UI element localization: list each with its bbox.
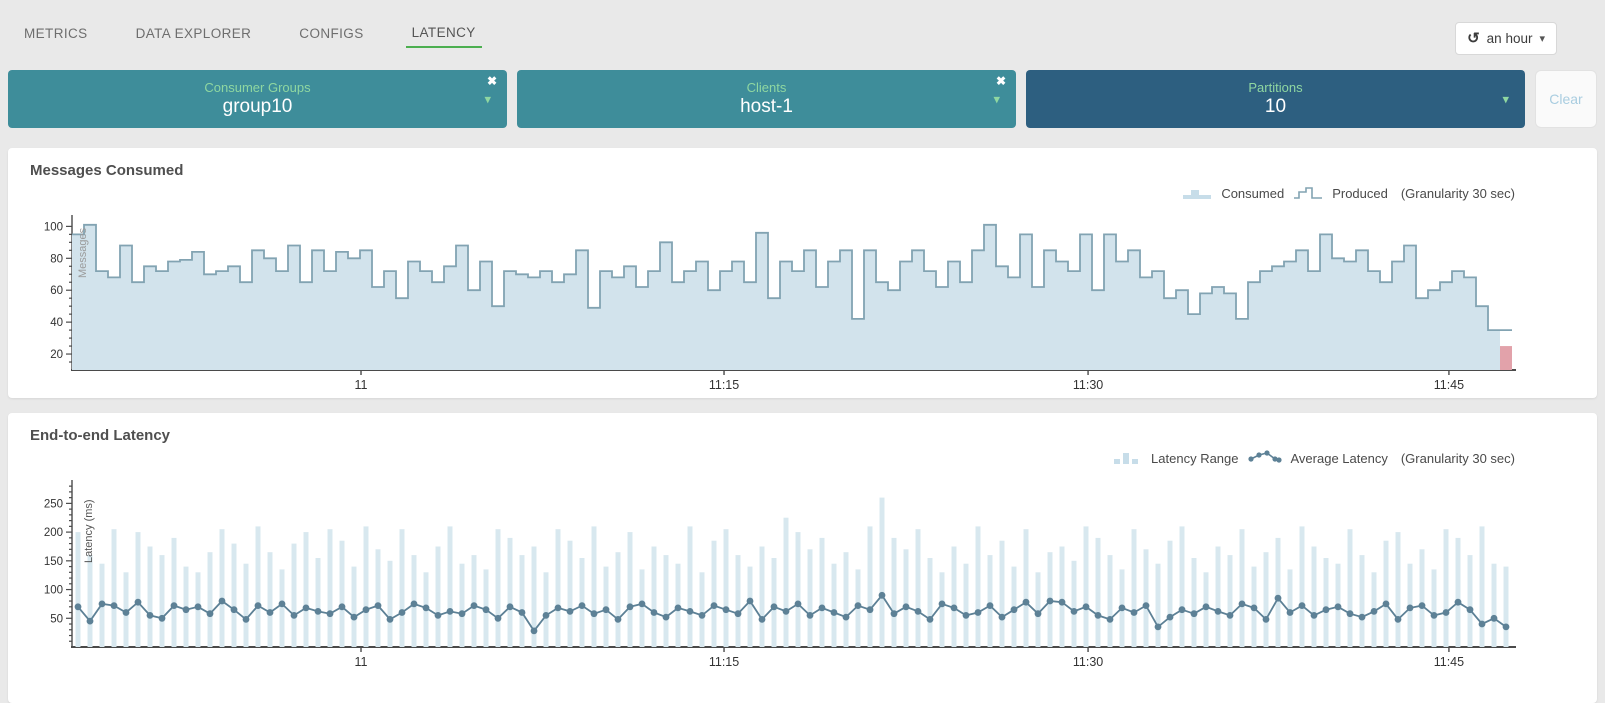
chevron-down-icon[interactable]: ▾ <box>484 91 491 107</box>
messages-consumed-panel: Messages Consumed Consumed Produced (Gra… <box>8 148 1597 398</box>
filter-value: 10 <box>1264 96 1287 117</box>
filter-label: Partitions <box>1248 80 1303 95</box>
time-range-selector[interactable]: ↺ an hour ▾ <box>1455 22 1557 55</box>
svg-text:250: 250 <box>44 498 63 510</box>
svg-text:200: 200 <box>44 527 63 539</box>
top-navbar: METRICS DATA EXPLORER CONFIGS LATENCY ↺ … <box>0 0 1605 62</box>
svg-text:60: 60 <box>50 285 63 297</box>
legend-label-latency-range: Latency Range <box>1151 450 1239 466</box>
granularity-note: (Granularity 30 sec) <box>1400 185 1515 201</box>
svg-text:Latency (ms): Latency (ms) <box>83 499 95 563</box>
svg-text:20: 20 <box>50 349 63 361</box>
svg-text:100: 100 <box>44 221 63 233</box>
filter-value: group10 <box>222 96 293 117</box>
nav-tabs: METRICS DATA EXPLORER CONFIGS LATENCY <box>18 24 482 48</box>
filter-consumer-groups[interactable]: Consumer Groups group10 ✖ ▾ <box>8 70 507 128</box>
consumed-swatch-icon <box>1183 190 1212 199</box>
svg-text:11:45: 11:45 <box>1434 378 1464 392</box>
filter-label: Consumer Groups <box>204 80 311 95</box>
average-latency-swatch-icon <box>1247 450 1282 463</box>
svg-text:11:15: 11:15 <box>709 655 739 669</box>
legend-label-produced: Produced <box>1332 185 1388 201</box>
legend-label-average-latency: Average Latency <box>1290 450 1388 466</box>
clear-filters-button[interactable]: Clear <box>1535 70 1597 128</box>
tab-configs[interactable]: CONFIGS <box>293 24 369 48</box>
svg-text:11:30: 11:30 <box>1073 378 1103 392</box>
svg-text:11:15: 11:15 <box>709 378 739 392</box>
latency-panel: End-to-end Latency Latency Range Average… <box>8 413 1597 703</box>
tab-data-explorer[interactable]: DATA EXPLORER <box>130 24 258 48</box>
filter-clients[interactable]: Clients host-1 ✖ ▾ <box>517 70 1016 128</box>
messages-legend: Consumed Produced (Granularity 30 sec) <box>8 182 1515 204</box>
latency-legend: Latency Range Average Latency (Granulari… <box>8 447 1515 469</box>
close-icon[interactable]: ✖ <box>995 74 1006 88</box>
time-range-label: an hour <box>1486 31 1533 46</box>
svg-text:100: 100 <box>44 585 63 597</box>
chevron-down-icon[interactable]: ▾ <box>993 91 1000 107</box>
end-to-end-latency-chart[interactable]: 50 100 150 200 250 11 11:15 11:30 11:45 Latency (… <box>8 477 1597 677</box>
filter-bar: Consumer Groups group10 ✖ ▾ Clients host… <box>8 70 1597 128</box>
latency-range-swatch-icon <box>1114 453 1139 464</box>
filter-label: Clients <box>746 80 787 95</box>
chevron-down-icon: ▾ <box>1539 33 1545 45</box>
history-icon: ↺ <box>1467 30 1480 47</box>
filter-partitions[interactable]: Partitions 10 ▾ <box>1026 70 1525 128</box>
svg-text:11:45: 11:45 <box>1434 655 1464 669</box>
svg-text:50: 50 <box>50 613 63 625</box>
tab-latency[interactable]: LATENCY <box>405 24 482 48</box>
filter-value: host-1 <box>740 96 793 117</box>
svg-text:40: 40 <box>50 317 63 329</box>
messages-consumed-chart[interactable]: 20 40 60 80 100 11 11:15 11:30 11:45 Messages <box>8 212 1597 398</box>
svg-text:11:30: 11:30 <box>1073 655 1103 669</box>
panel-title: Messages Consumed <box>30 162 184 179</box>
svg-text:Messages: Messages <box>77 227 89 278</box>
panel-title: End-to-end Latency <box>30 427 171 444</box>
svg-text:150: 150 <box>44 556 63 568</box>
svg-text:11: 11 <box>355 378 368 392</box>
legend-label-consumed: Consumed <box>1221 185 1285 201</box>
produced-swatch-icon <box>1294 187 1323 199</box>
svg-text:80: 80 <box>50 253 63 265</box>
tab-metrics[interactable]: METRICS <box>18 24 94 48</box>
svg-text:11: 11 <box>355 655 368 669</box>
close-icon[interactable]: ✖ <box>486 74 497 88</box>
granularity-note: (Granularity 30 sec) <box>1400 450 1515 466</box>
chevron-down-icon[interactable]: ▾ <box>1502 91 1509 107</box>
